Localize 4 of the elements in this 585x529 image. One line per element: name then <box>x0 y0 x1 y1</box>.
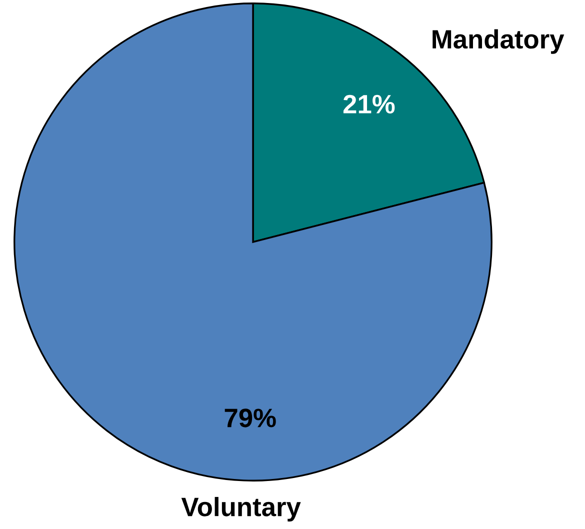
data-label: 21% <box>343 94 395 114</box>
data-label: 79% <box>224 408 276 428</box>
slice-label: Mandatory <box>432 29 564 54</box>
slice-label: Voluntary <box>181 496 301 522</box>
